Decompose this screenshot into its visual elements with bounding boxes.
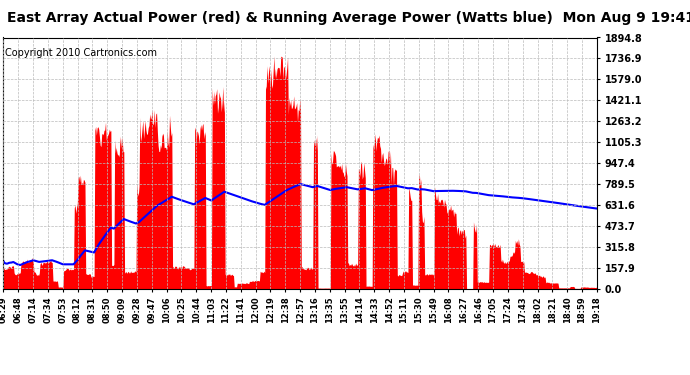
Text: Copyright 2010 Cartronics.com: Copyright 2010 Cartronics.com	[5, 48, 157, 57]
Text: East Array Actual Power (red) & Running Average Power (Watts blue)  Mon Aug 9 19: East Array Actual Power (red) & Running …	[7, 11, 690, 25]
